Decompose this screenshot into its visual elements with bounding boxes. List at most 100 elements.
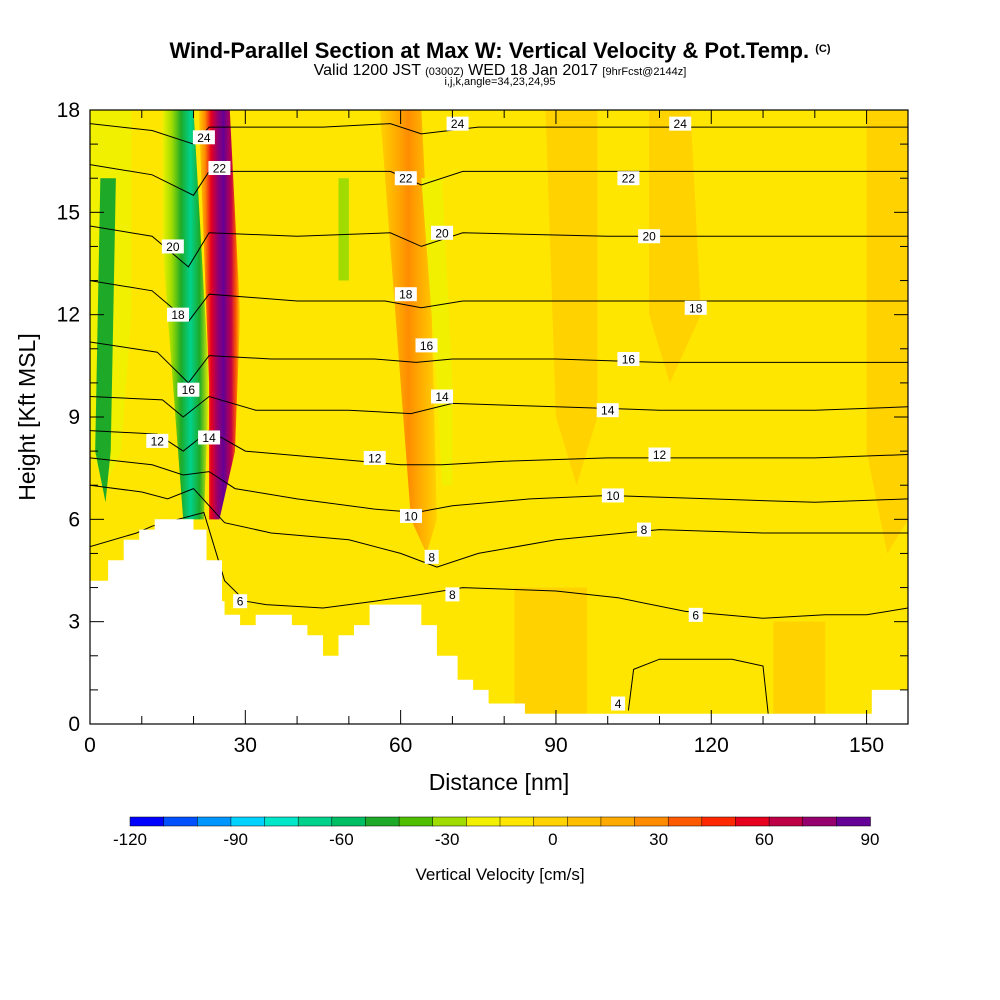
contour-label-24: 24 — [197, 131, 211, 145]
contour-label-6: 6 — [237, 595, 244, 609]
chart-subtitle: Valid 1200 JST (0300Z) WED 18 Jan 2017 [… — [0, 62, 1000, 80]
updraft-band-mid — [379, 110, 437, 554]
contour-label-24: 24 — [451, 117, 465, 131]
contour-label-bg — [198, 430, 221, 445]
theta-contour-14 — [90, 395, 908, 418]
theta-contour-10 — [90, 457, 908, 514]
colorbar-swatch — [432, 816, 468, 827]
colorbar-swatch — [567, 816, 602, 827]
contour-label-10: 10 — [606, 489, 620, 503]
colorbar-tick-label: 30 — [649, 830, 668, 849]
y-tick-label: 0 — [68, 713, 80, 736]
colorbar-swatch — [297, 816, 333, 827]
colorbar-tick-label: 90 — [861, 830, 880, 849]
contour-label-4: 4 — [615, 697, 622, 711]
contour-label-22: 22 — [399, 172, 413, 186]
colorbar-swatch — [365, 816, 400, 827]
colorbar-tick-label: -120 — [113, 830, 147, 849]
contour-label-bg — [177, 382, 200, 397]
contour-label-bg — [415, 338, 438, 353]
y-tick-label: 9 — [68, 406, 80, 429]
colorbar-swatch — [331, 816, 367, 827]
contour-label-8: 8 — [449, 588, 456, 602]
contour-label-bg — [601, 488, 624, 503]
contour-label-bg — [424, 549, 439, 564]
contour-label-bg — [208, 160, 231, 175]
contour-label-22: 22 — [213, 161, 227, 175]
contour-label-bg — [636, 522, 651, 537]
colorbar-swatch — [398, 816, 434, 827]
colorbar-swatch — [634, 816, 669, 827]
theta-contour-16 — [90, 341, 908, 384]
contour-label-bg — [446, 116, 469, 131]
chart-title-text: Wind-Parallel Section at Max W: Vertical… — [169, 38, 810, 63]
weak-downdraft-mid — [338, 178, 349, 281]
contour-label-16: 16 — [622, 353, 636, 367]
theta-contour-4 — [627, 658, 769, 714]
contour-label-22: 22 — [622, 172, 636, 186]
colorbar-swatch — [163, 816, 199, 827]
colorbar-tick-label: -30 — [435, 830, 460, 849]
colorbar: -120 -90 -60 -30 0 30 60 90 — [113, 816, 880, 849]
colorbar-label: Vertical Velocity [cm/s] — [415, 865, 584, 884]
x-tick-label: 30 — [234, 734, 257, 757]
contour-label-bg — [684, 300, 707, 315]
contour-label-bg — [399, 508, 422, 523]
chart-title: Wind-Parallel Section at Max W: Vertical… — [0, 38, 1000, 64]
contour-label-8: 8 — [641, 523, 648, 537]
updraft-band — [198, 110, 241, 520]
y-tick-label: 18 — [57, 99, 80, 122]
weak-downdraft-mid2 — [421, 178, 453, 486]
contour-label-bg — [167, 307, 190, 322]
axes: 0 30 60 90 120 150 0 3 6 9 12 15 18 — [57, 99, 908, 757]
contour-label-20: 20 — [642, 230, 656, 244]
colorbar-swatch — [600, 816, 636, 827]
colorbar-swatch — [264, 816, 299, 827]
colorbar-swatch — [768, 816, 804, 827]
colorbar-swatch — [533, 816, 569, 827]
contour-label-bg — [611, 696, 626, 711]
valid-date: WED 18 Jan 2017 — [468, 62, 598, 79]
contour-label-16: 16 — [182, 383, 196, 397]
contour-label-14: 14 — [601, 404, 615, 418]
colorbar-swatch — [466, 816, 501, 827]
contour-label-6: 6 — [692, 608, 699, 622]
colorbar-tick-label: 60 — [755, 830, 774, 849]
colorbar-tick-label: -60 — [329, 830, 354, 849]
contour-label-bg — [648, 447, 671, 462]
contour-label-12: 12 — [368, 451, 382, 465]
contour-label-bg — [233, 594, 248, 609]
x-tick-label: 0 — [84, 734, 96, 757]
colorbar-swatch — [499, 816, 535, 827]
colorbar-swatch — [802, 816, 838, 827]
contour-label-bg — [431, 225, 454, 240]
contour-label-16: 16 — [420, 339, 434, 353]
colorbar-swatch — [735, 816, 770, 827]
contour-label-bg — [394, 171, 417, 186]
colorbar-swatch — [667, 816, 703, 827]
contour-label-bg — [192, 130, 215, 145]
theta-contour-22 — [90, 164, 908, 196]
colorbar-tick-label: 0 — [548, 830, 557, 849]
contour-label-bg — [161, 239, 184, 254]
contour-label-14: 14 — [202, 431, 216, 445]
x-axis-label: Distance [nm] — [429, 769, 570, 795]
contour-label-bg — [638, 229, 661, 244]
colorbar-swatch — [701, 816, 737, 827]
contour-label-8: 8 — [428, 550, 435, 564]
updraft-east-1 — [545, 110, 598, 486]
x-tick-label: 90 — [544, 734, 567, 757]
theta-contour-12 — [90, 429, 908, 466]
contour-label-bg — [617, 171, 640, 186]
colorbar-swatch — [836, 816, 871, 827]
contour-label-18: 18 — [171, 308, 185, 322]
theta-contour-6 — [90, 511, 908, 619]
x-tick-label: 60 — [389, 734, 412, 757]
y-tick-label: 12 — [57, 304, 80, 327]
contour-label-bg — [431, 389, 454, 404]
x-tick-label: 120 — [694, 734, 729, 757]
downdraft-narrow — [95, 178, 116, 503]
contour-label-12: 12 — [653, 448, 667, 462]
contour-label-14: 14 — [435, 390, 449, 404]
